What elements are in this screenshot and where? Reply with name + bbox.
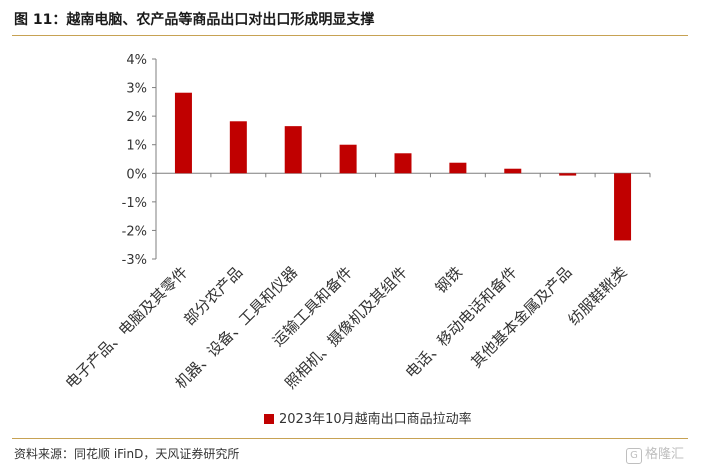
y-tick-label: -2% [122,224,147,239]
bar [614,173,632,241]
y-tick-label: 3% [126,82,147,97]
bar [504,168,522,174]
y-tick-label: -1% [122,196,147,211]
figure-title: 图 11：越南电脑、农产品等商品出口对出口形成明显支撑 [14,12,375,28]
bar [339,144,357,174]
x-category-label: 钢铁 [432,263,466,297]
x-category-label: 电子产品、电脑及其零件 [62,263,191,392]
x-category-label: 其他基本金属及产品 [467,263,575,371]
bar-chart: 4%3%2%1%0%-1%-2%-3%电子产品、电脑及其零件部分农产品机器、设备… [62,53,651,393]
legend-swatch [264,414,274,424]
top-divider [12,35,688,36]
source-note: 资料来源：同花顺 iFinD，天风证券研究所 [14,447,240,461]
y-tick-label: 2% [126,110,147,125]
bar [174,92,192,174]
watermark: G 格隆汇 [626,443,684,464]
watermark-text: 格隆汇 [645,447,685,462]
bottom-divider [12,438,688,439]
bar [284,126,302,174]
bar [229,121,247,174]
y-tick-label: 1% [126,139,147,154]
y-tick-label: 0% [126,167,147,182]
legend-label: 2023年10月越南出口商品拉动率 [279,412,472,427]
watermark-logo-icon: G [626,448,642,464]
bar [449,162,467,174]
y-tick-label: 4% [126,53,147,68]
bar [394,153,412,174]
y-tick-label: -3% [122,253,147,268]
bar [559,173,577,176]
x-category-label: 纺服鞋靴类 [565,263,631,329]
chart-legend: 2023年10月越南出口商品拉动率 [264,408,472,427]
